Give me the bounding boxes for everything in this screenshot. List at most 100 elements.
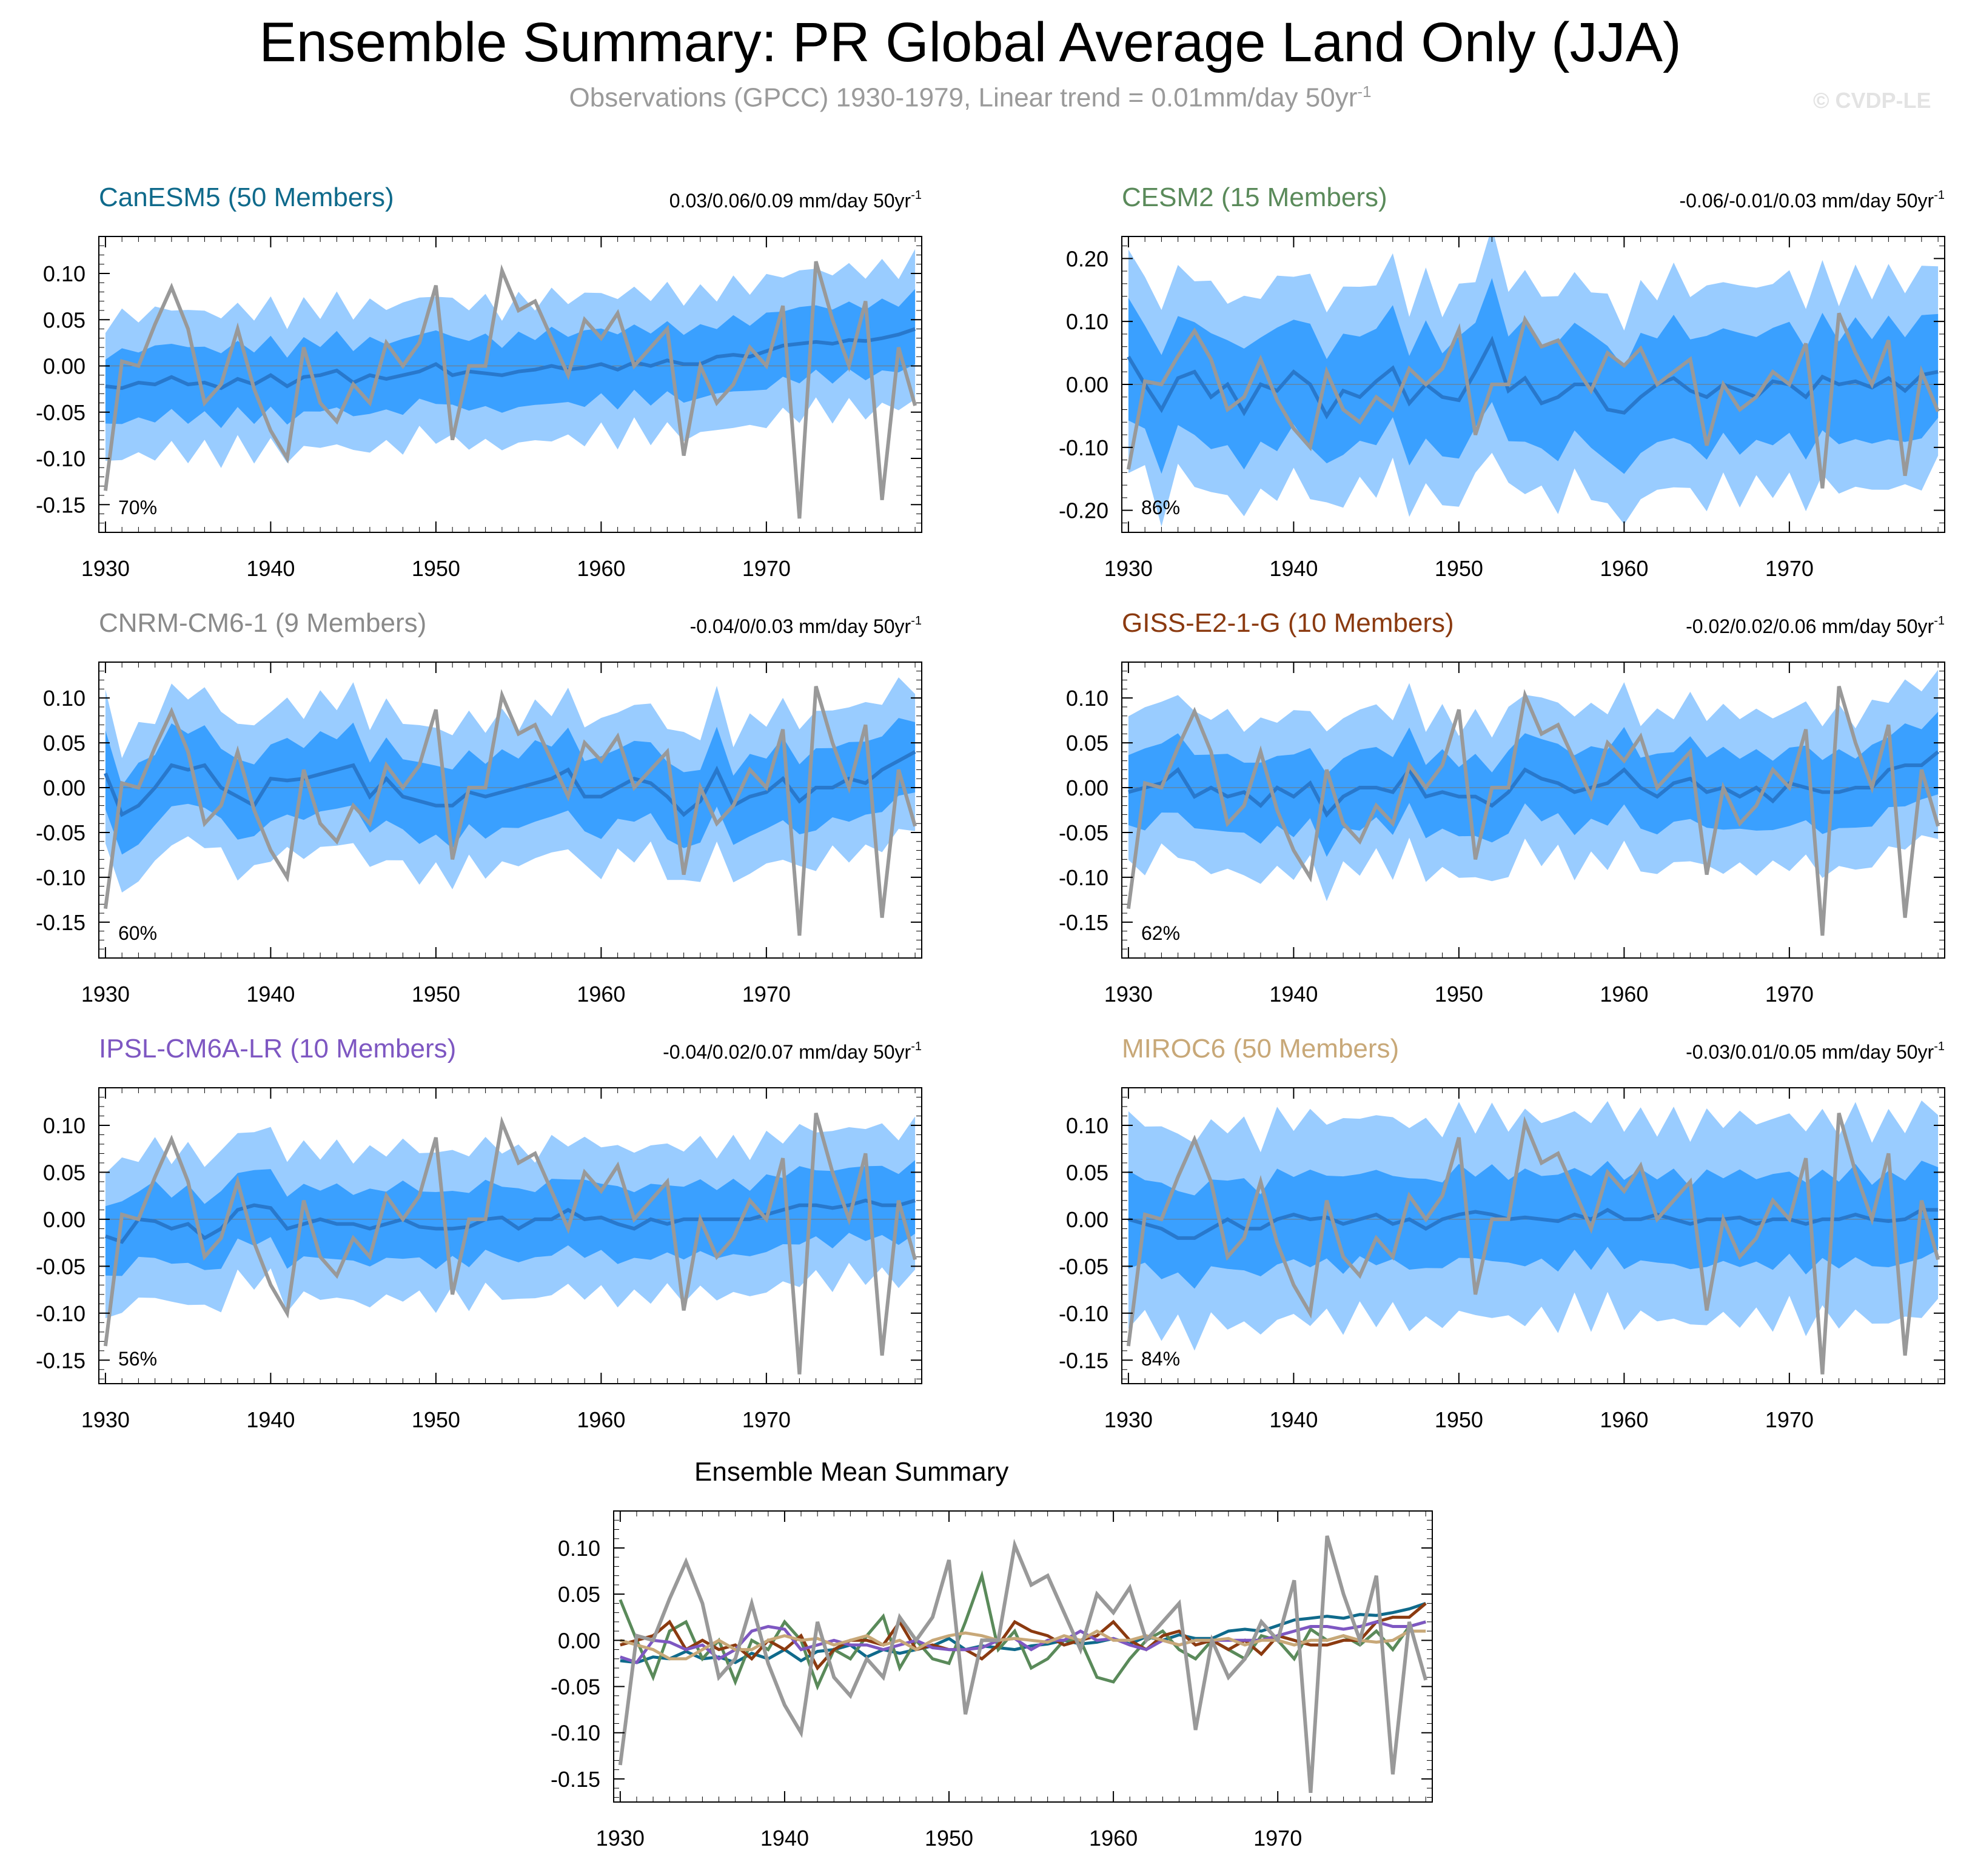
x-tick-label: 1970 [1765, 556, 1814, 581]
x-tick-label: 1930 [81, 1407, 130, 1432]
panel-trend: -0.02/0.02/0.06 mm/day 50yr-1 [1686, 614, 1945, 637]
inner-spread-band [1128, 1161, 1939, 1289]
panel-frame [98, 662, 922, 959]
panel-5: IPSL-CM6A-LR (10 Members) -0.04/0.02/0.07… [36, 1034, 922, 1432]
y-tick-label: -0.05 [36, 820, 86, 845]
y-tick-label: -0.05 [1059, 820, 1108, 845]
y-tick-label: -0.10 [1059, 1301, 1108, 1326]
x-tick-label: 1940 [246, 982, 295, 1007]
x-tick-label: 1930 [81, 556, 130, 581]
x-tick-label: 1970 [742, 556, 791, 581]
panel-percent: 70% [118, 497, 157, 518]
x-tick-label: 1950 [412, 1407, 460, 1432]
y-tick-label: 0.10 [43, 686, 86, 711]
x-tick-label: 1970 [1765, 1407, 1814, 1432]
x-tick-label: 1940 [246, 556, 295, 581]
observations-line [103, 261, 917, 519]
y-tick-label: -0.15 [36, 1348, 86, 1373]
plot-area [1122, 1100, 1945, 1375]
ensemble-mean-line [105, 327, 916, 390]
y-tick-label: 0.10 [43, 1113, 86, 1138]
panel-frame [98, 1087, 922, 1384]
panel-6: MIROC6 (50 Members) -0.03/0.01/0.05 mm/da… [1059, 1034, 1945, 1432]
panel-title: CNRM-CM6-1 (9 Members) [99, 608, 426, 638]
panel-percent: 86% [1141, 497, 1180, 518]
x-tick-label: 1930 [596, 1826, 645, 1851]
x-tick-label: 1950 [412, 982, 460, 1007]
panel-trend: -0.06/-0.01/0.03 mm/day 50yr-1 [1679, 189, 1945, 212]
inner-spread-band [1128, 278, 1939, 474]
panel-title: MIROC6 (50 Members) [1122, 1034, 1399, 1064]
y-tick-label: 0.20 [1066, 246, 1108, 271]
inner-spread-band [105, 718, 916, 855]
y-tick-label: 0.00 [43, 354, 86, 379]
panel-frame [1121, 1087, 1945, 1384]
y-tick-label: 0.00 [558, 1628, 600, 1653]
summary-mean-line [619, 1570, 1426, 1691]
subtitle-superscript: -1 [1357, 82, 1372, 101]
y-tick-label: 0.05 [1066, 1160, 1108, 1185]
plot-area [618, 1535, 1428, 1794]
y-tick-label: 0.10 [1066, 309, 1108, 334]
panel-title: CanESM5 (50 Members) [99, 183, 394, 212]
subtitle-text: Observations (GPCC) 1930-1979, Linear tr… [569, 82, 1358, 113]
observations-line [1126, 312, 1940, 489]
panel-frame [1121, 662, 1945, 959]
x-tick-label: 1930 [1104, 982, 1153, 1007]
y-tick-label: -0.15 [1059, 910, 1108, 935]
panel-trend: -0.03/0.01/0.05 mm/day 50yr-1 [1686, 1040, 1945, 1063]
panel-trend: 0.03/0.06/0.09 mm/day 50yr-1 [669, 189, 922, 212]
panel-4: GISS-E2-1-G (10 Members) -0.02/0.02/0.06 … [1059, 608, 1945, 1007]
y-tick-label: 0.00 [43, 1207, 86, 1232]
panel-title: GISS-E2-1-G (10 Members) [1122, 608, 1454, 638]
x-tick-label: 1940 [1269, 982, 1318, 1007]
ensemble-mean-line [104, 750, 916, 817]
x-tick-label: 1940 [246, 1407, 295, 1432]
panel-title: IPSL-CM6A-LR (10 Members) [99, 1034, 456, 1064]
y-tick-label: -0.05 [551, 1675, 600, 1700]
x-tick-label: 1960 [1089, 1826, 1138, 1851]
y-tick-label: -0.10 [36, 1301, 86, 1326]
y-tick-label: 0.05 [1066, 731, 1108, 755]
x-tick-label: 1940 [760, 1826, 809, 1851]
panel-trend: -0.04/0/0.03 mm/day 50yr-1 [690, 614, 922, 637]
y-tick-label: 0.00 [43, 776, 86, 800]
ensemble-mean-line [104, 1198, 916, 1244]
y-tick-label: -0.15 [1059, 1348, 1108, 1373]
y-tick-label: -0.05 [36, 400, 86, 425]
plot-area [99, 249, 922, 519]
panel-percent: 62% [1141, 922, 1180, 944]
y-tick-label: -0.05 [36, 1254, 86, 1279]
summary-mean-line [620, 1602, 1427, 1671]
observations-line [1126, 1112, 1940, 1375]
plot-area [99, 677, 922, 936]
x-tick-label: 1950 [412, 556, 460, 581]
x-tick-label: 1950 [1435, 556, 1483, 581]
x-tick-label: 1970 [742, 1407, 791, 1432]
observations-line [103, 686, 917, 936]
x-tick-label: 1960 [577, 982, 625, 1007]
panel-percent: 60% [118, 922, 157, 944]
y-tick-label: 0.10 [43, 261, 86, 286]
page-subtitle: Observations (GPCC) 1930-1979, Linear tr… [0, 82, 1940, 113]
x-tick-label: 1950 [1435, 1407, 1483, 1432]
y-tick-label: -0.15 [36, 492, 86, 517]
y-tick-label: 0.00 [1066, 776, 1108, 800]
x-tick-label: 1940 [1269, 556, 1318, 581]
ensemble-mean-line [1128, 1207, 1939, 1240]
inner-spread-band [1128, 711, 1939, 857]
x-tick-label: 1970 [742, 982, 791, 1007]
x-tick-label: 1960 [577, 1407, 625, 1432]
panel-frame [613, 1510, 1433, 1803]
x-tick-label: 1930 [1104, 1407, 1153, 1432]
panel-trend: -0.04/0.02/0.07 mm/day 50yr-1 [663, 1040, 922, 1063]
y-tick-label: 0.00 [1066, 1207, 1108, 1232]
y-tick-label: -0.10 [551, 1721, 600, 1746]
observations-line [1126, 686, 1940, 936]
x-tick-label: 1950 [1435, 982, 1483, 1007]
x-tick-label: 1970 [1253, 1826, 1302, 1851]
panel-title: Ensemble Mean Summary [694, 1457, 1008, 1487]
y-tick-label: 0.05 [558, 1582, 600, 1607]
y-tick-label: -0.15 [36, 910, 86, 935]
